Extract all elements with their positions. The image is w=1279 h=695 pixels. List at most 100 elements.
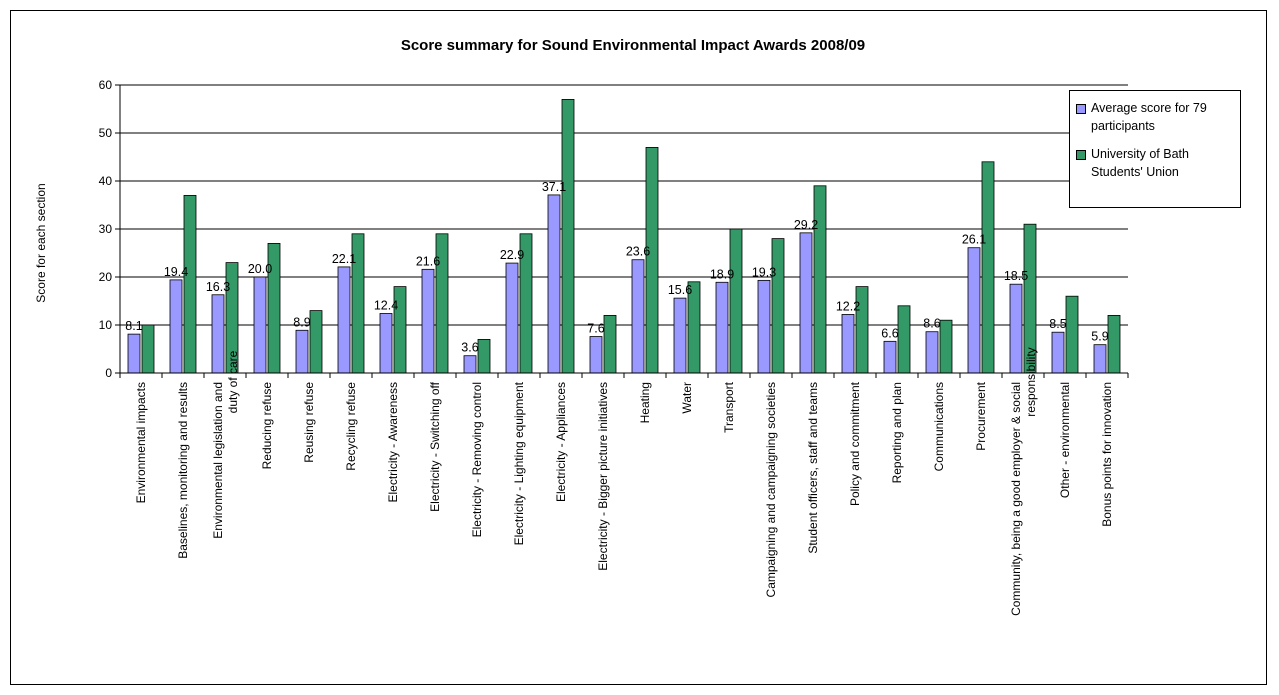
x-tick-label: Communications bbox=[932, 382, 946, 471]
x-tick-label: Electricity - Appliances bbox=[554, 382, 568, 502]
bar-bath bbox=[772, 239, 784, 373]
legend-label-bath: University of Bath Students' Union bbox=[1091, 145, 1234, 181]
bar-bath bbox=[646, 147, 658, 373]
x-tick-label: Electricity - Awareness bbox=[386, 382, 400, 503]
data-label: 18.9 bbox=[710, 267, 734, 281]
data-label: 29.2 bbox=[794, 218, 818, 232]
data-label: 22.9 bbox=[500, 248, 524, 262]
bar-bath bbox=[478, 339, 490, 373]
x-tick-label: Electricity - Switching off bbox=[428, 381, 442, 511]
data-label: 19.4 bbox=[164, 265, 188, 279]
bar-bath bbox=[310, 311, 322, 373]
legend: Average score for 79 participants Univer… bbox=[1069, 90, 1241, 208]
bar-average bbox=[296, 330, 308, 373]
data-label: 12.2 bbox=[836, 299, 860, 313]
x-tick-label: Electricity - Removing control bbox=[470, 382, 484, 537]
data-label: 21.6 bbox=[416, 254, 440, 268]
y-tick-label: 10 bbox=[99, 318, 113, 332]
bar-average bbox=[884, 341, 896, 373]
bar-bath bbox=[1108, 315, 1120, 373]
x-tick-label: Water bbox=[680, 382, 694, 414]
chart-frame: Score summary for Sound Environmental Im… bbox=[10, 10, 1267, 685]
x-tick-label: Environmental impacts bbox=[134, 382, 148, 503]
bar-average bbox=[926, 332, 938, 373]
x-tick-label: Other - environmental bbox=[1058, 382, 1072, 498]
bar-average bbox=[1010, 284, 1022, 373]
data-label: 5.9 bbox=[1091, 330, 1108, 344]
bar-average bbox=[338, 267, 350, 373]
bar-bath bbox=[1066, 296, 1078, 373]
data-label: 22.1 bbox=[332, 252, 356, 266]
y-tick-label: 50 bbox=[99, 126, 113, 140]
y-tick-label: 0 bbox=[105, 366, 112, 380]
x-tick-label: Bonus points for innovation bbox=[1100, 382, 1114, 527]
bar-average bbox=[128, 334, 140, 373]
bar-average bbox=[422, 269, 434, 373]
y-axis: 0 10 20 30 40 50 60 bbox=[99, 78, 120, 380]
bar-bath bbox=[982, 162, 994, 373]
bar-average bbox=[1094, 345, 1106, 373]
bar-bath bbox=[898, 306, 910, 373]
x-tick-label: Reusing refuse bbox=[302, 382, 316, 463]
x-tick-label: Student officers, staff and teams bbox=[806, 382, 820, 554]
data-label: 15.6 bbox=[668, 283, 692, 297]
data-label: 8.1 bbox=[125, 319, 142, 333]
x-tick-label: Environmental legislation andduty of car… bbox=[211, 350, 240, 538]
data-label: 6.6 bbox=[881, 326, 898, 340]
bar-average bbox=[590, 337, 602, 373]
data-label: 16.3 bbox=[206, 280, 230, 294]
x-tick-label: Policy and commitment bbox=[848, 381, 862, 506]
bar-average bbox=[842, 314, 854, 373]
x-tick-label: Community, being a good employer & socia… bbox=[1009, 347, 1038, 616]
y-tick-label: 20 bbox=[99, 270, 113, 284]
data-label: 8.6 bbox=[923, 317, 940, 331]
bar-bath bbox=[184, 195, 196, 373]
x-tick-label: Baselines, monitoring and results bbox=[176, 382, 190, 559]
data-label: 19.3 bbox=[752, 265, 776, 279]
bar-average bbox=[548, 195, 560, 373]
data-label: 3.6 bbox=[461, 341, 478, 355]
y-axis-label: Score for each section bbox=[34, 183, 48, 302]
data-label: 37.1 bbox=[542, 180, 566, 194]
legend-item-average: Average score for 79 participants bbox=[1076, 99, 1234, 135]
bar-average bbox=[716, 282, 728, 373]
bar-bath bbox=[604, 315, 616, 373]
x-tick-label: Transport bbox=[722, 381, 736, 433]
bar-average bbox=[464, 356, 476, 373]
data-label: 18.5 bbox=[1004, 269, 1028, 283]
data-label: 20.0 bbox=[248, 262, 272, 276]
legend-swatch-average bbox=[1076, 104, 1086, 114]
bar-average bbox=[506, 263, 518, 373]
y-tick-label: 30 bbox=[99, 222, 113, 236]
data-label: 8.5 bbox=[1049, 317, 1066, 331]
bar-bath bbox=[142, 325, 154, 373]
x-tick-label: Reducing refuse bbox=[260, 382, 274, 470]
x-tick-label: Campaigning and campaigning societies bbox=[764, 382, 778, 597]
x-tick-label: Reporting and plan bbox=[890, 382, 904, 483]
data-label: 8.9 bbox=[293, 315, 310, 329]
x-tick-label: Heating bbox=[638, 382, 652, 423]
bar-average bbox=[632, 260, 644, 373]
bar-bath bbox=[940, 320, 952, 373]
bar-average bbox=[800, 233, 812, 373]
bar-average bbox=[968, 248, 980, 373]
bar-average bbox=[758, 280, 770, 373]
bar-bath bbox=[730, 229, 742, 373]
x-axis: Environmental impacts Baselines, monitori… bbox=[120, 347, 1128, 616]
data-label: 26.1 bbox=[962, 233, 986, 247]
bar-average bbox=[1052, 332, 1064, 373]
x-tick-label: Electricity - Bigger picture initiatives bbox=[596, 382, 610, 571]
y-tick-label: 60 bbox=[99, 78, 113, 92]
bar-average bbox=[380, 313, 392, 373]
bar-average bbox=[212, 295, 224, 373]
y-tick-label: 40 bbox=[99, 174, 113, 188]
x-tick-label: Procurement bbox=[974, 381, 988, 450]
x-tick-label: Recycling refuse bbox=[344, 382, 358, 471]
x-tick-label: Electricity - Lighting equipment bbox=[512, 381, 526, 545]
legend-item-bath: University of Bath Students' Union bbox=[1076, 145, 1234, 181]
legend-label-average: Average score for 79 participants bbox=[1091, 99, 1234, 135]
bar-average bbox=[170, 280, 182, 373]
bar-average bbox=[254, 277, 266, 373]
bar-average bbox=[674, 298, 686, 373]
data-label: 7.6 bbox=[587, 322, 604, 336]
